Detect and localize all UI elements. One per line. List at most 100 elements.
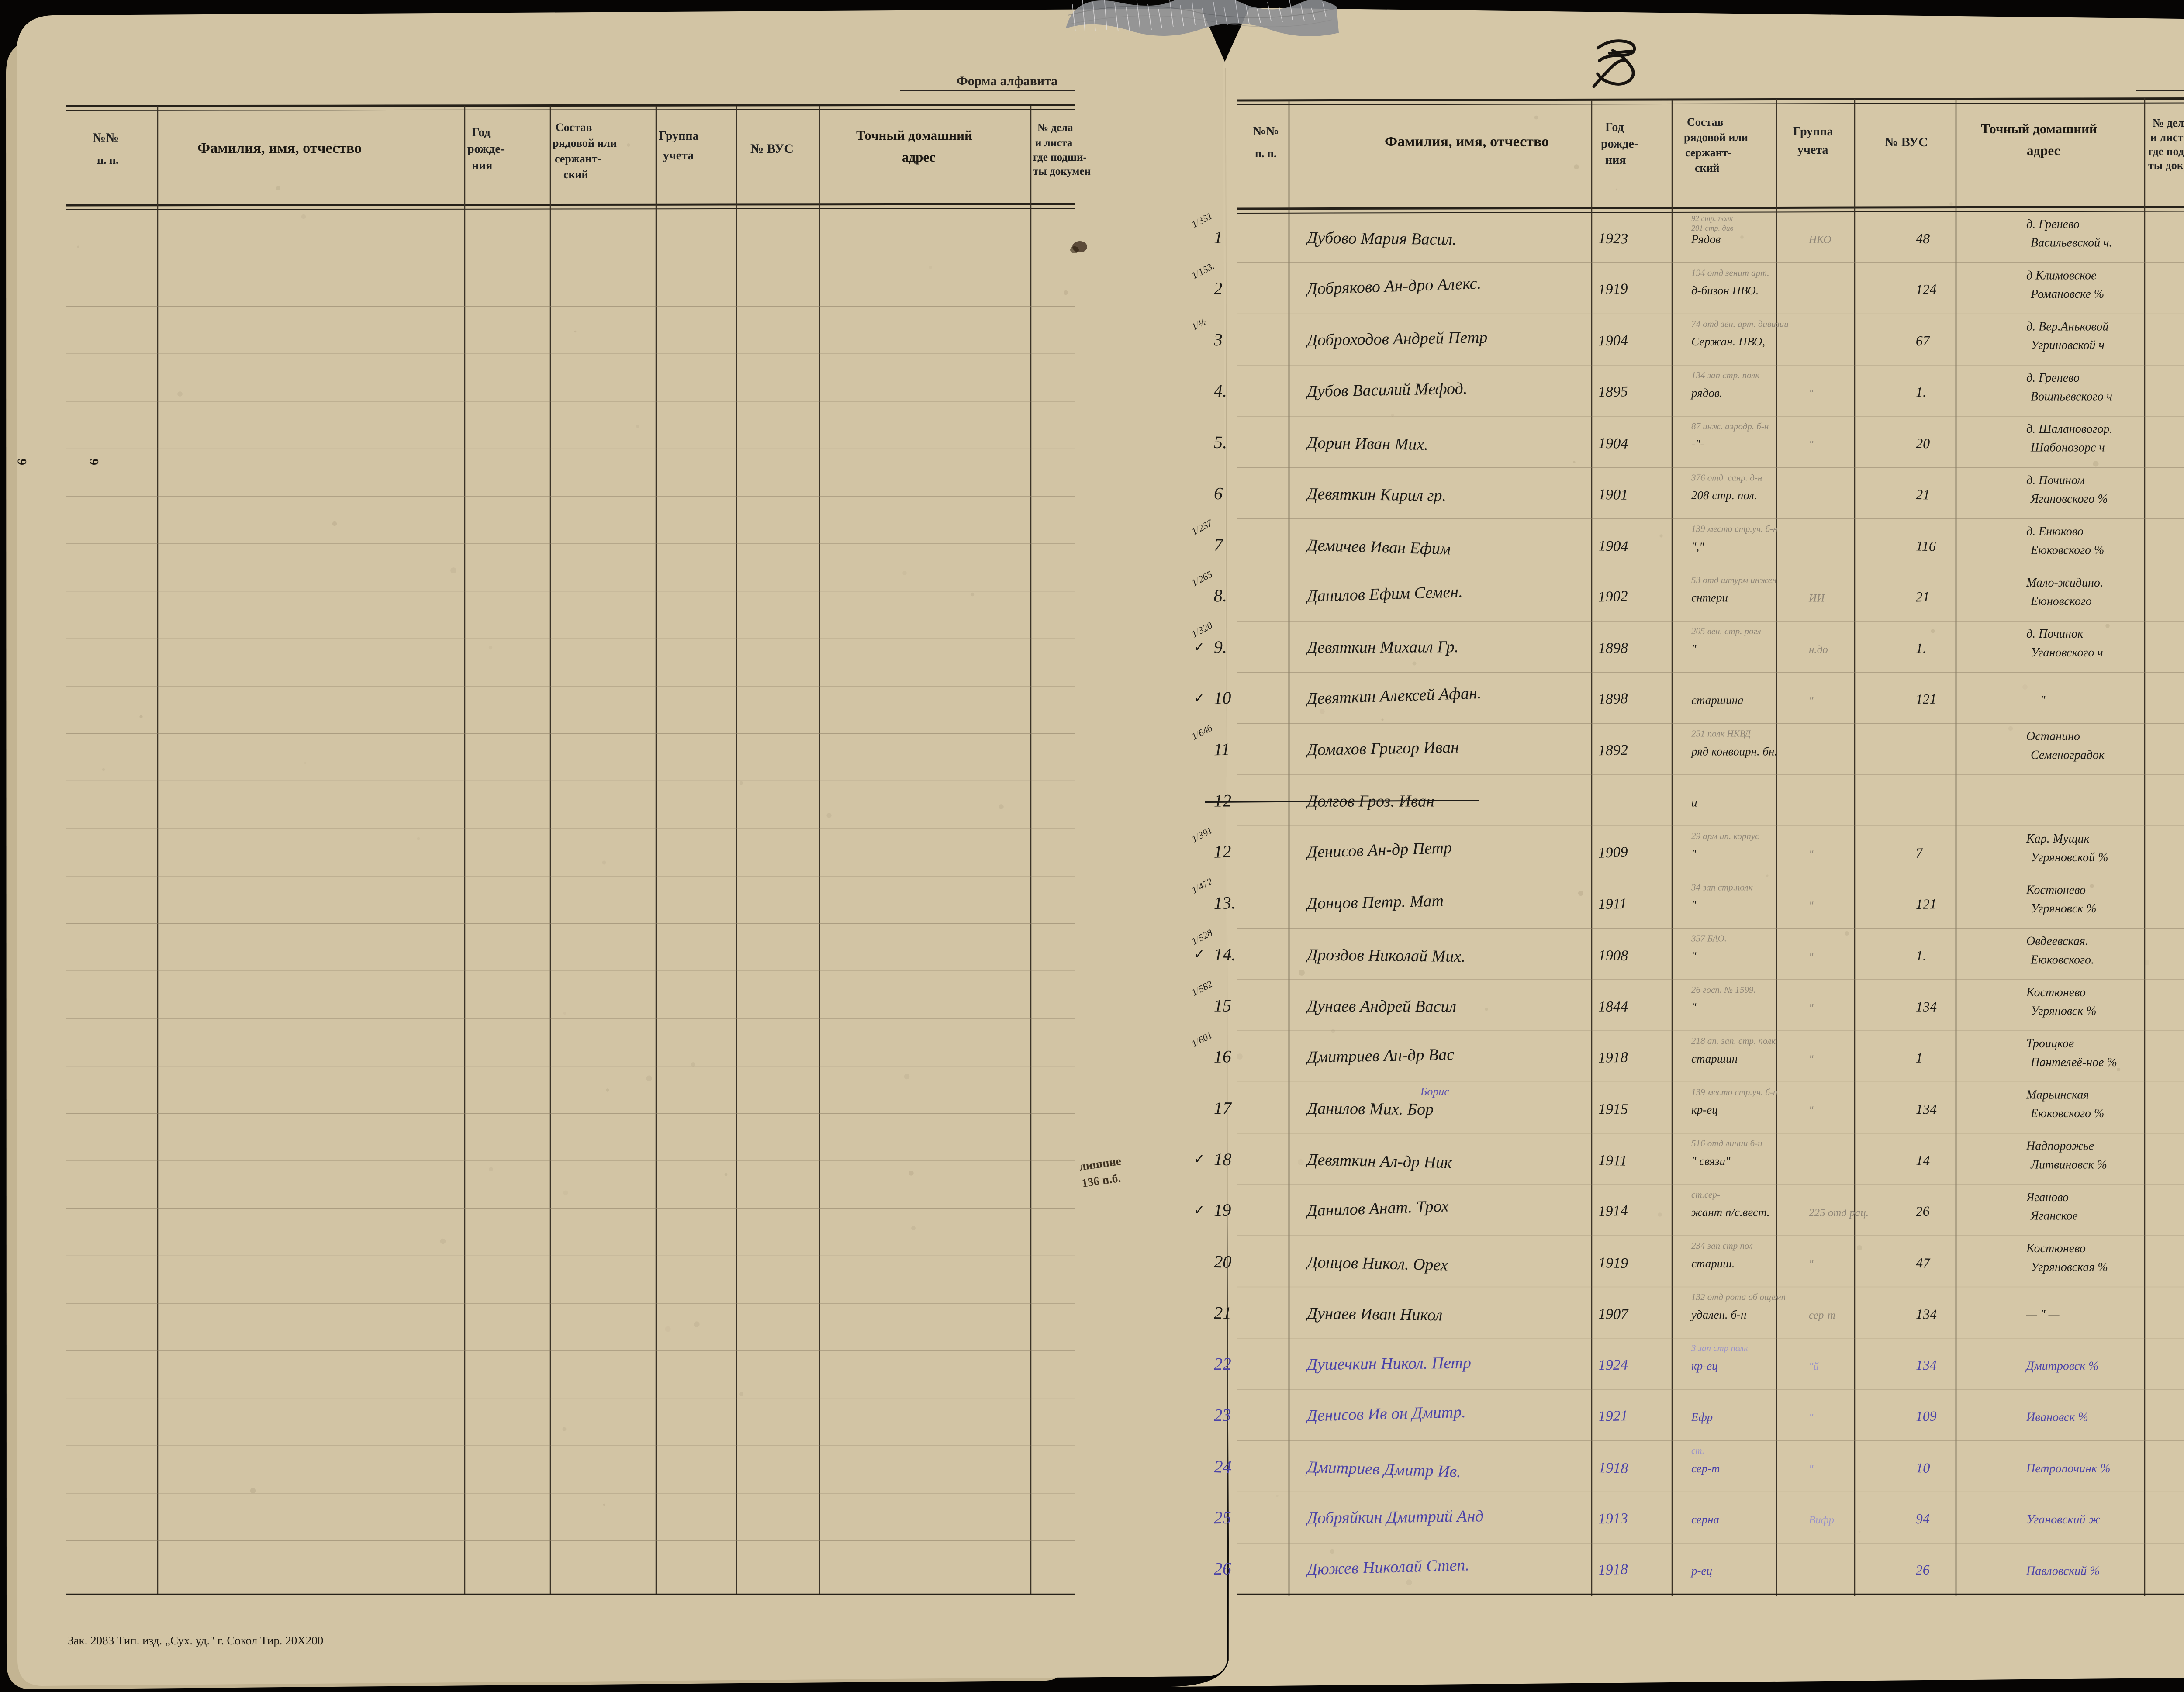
svg-text:Васильевской ч.: Васильевской ч. <box>2031 236 2112 250</box>
svg-text:Еюковского.: Еюковского. <box>2030 953 2094 967</box>
svg-text:1: 1 <box>1214 228 1223 247</box>
svg-text:1904: 1904 <box>1598 538 1628 555</box>
svg-text:1911: 1911 <box>1598 896 1627 912</box>
svg-text:218 ап. зап. стр. полк: 218 ап. зап. стр. полк <box>1691 1036 1776 1046</box>
svg-text:1919: 1919 <box>1598 281 1628 298</box>
svg-text:"й: "й <box>1809 1361 1819 1372</box>
svg-text:д. Починок: д. Починок <box>2026 627 2084 641</box>
svg-text:Пантелеё-ное %: Пантелеё-ное % <box>2030 1056 2117 1069</box>
svg-text:124: 124 <box>1915 281 1937 297</box>
svg-text:Дунаев Иван Никол: Дунаев Иван Никол <box>1306 1304 1443 1324</box>
svg-text:1921: 1921 <box>1598 1408 1628 1425</box>
svg-text:Дунаев Андрей Васил: Дунаев Андрей Васил <box>1306 997 1456 1016</box>
svg-text:": " <box>1809 849 1814 860</box>
svg-text:14.: 14. <box>1214 944 1236 964</box>
svg-text:удален. б-н: удален. б-н <box>1690 1308 1746 1321</box>
svg-text:Марьинская: Марьинская <box>2026 1088 2089 1102</box>
svg-text:✓: ✓ <box>1194 947 1205 961</box>
svg-text:3 зап стр полк: 3 зап стр полк <box>1691 1343 1748 1354</box>
svg-text:26 госп. № 1599.: 26 госп. № 1599. <box>1691 984 1756 995</box>
svg-text:кр-ец: кр-ец <box>1691 1103 1718 1116</box>
svg-text:Останино: Останино <box>2026 730 2080 743</box>
svg-text:139 место стр.уч. б-н: 139 место стр.уч. б-н <box>1691 1087 1777 1097</box>
svg-text:Угряновск %: Угряновск % <box>2031 1005 2097 1018</box>
svg-text:Еюковского %: Еюковского % <box>2030 1107 2104 1120</box>
svg-text:1902: 1902 <box>1598 588 1628 605</box>
svg-text:ский: ский <box>563 168 588 181</box>
svg-text:134: 134 <box>1916 1357 1937 1373</box>
svg-text:Костюнево: Костюнево <box>2026 883 2086 897</box>
svg-text:Петропочинк %: Петропочинк % <box>2026 1462 2110 1475</box>
svg-text:94: 94 <box>1916 1511 1930 1526</box>
svg-text:47: 47 <box>1916 1255 1931 1271</box>
svg-text:26: 26 <box>1915 1203 1930 1219</box>
svg-text:": " <box>1691 950 1697 963</box>
svg-text:1924: 1924 <box>1598 1357 1628 1374</box>
svg-text:201 стр. див: 201 стр. див <box>1691 224 1734 232</box>
svg-text:Точный домашний: Точный домашний <box>1981 121 2097 136</box>
svg-text:сержант-: сержант- <box>1685 146 1731 159</box>
svg-text:18: 18 <box>1214 1149 1232 1169</box>
svg-text:": " <box>1809 1463 1814 1475</box>
svg-text:✓: ✓ <box>1194 691 1205 705</box>
svg-text:Группа: Группа <box>1793 125 1833 138</box>
svg-text:16: 16 <box>1213 1046 1231 1067</box>
svg-text:Рядов: Рядов <box>1691 233 1721 246</box>
svg-text:ты докумен.: ты докумен. <box>2148 159 2184 172</box>
svg-text:№ ВУС: № ВУС <box>750 142 794 156</box>
svg-text:рядовой или: рядовой или <box>1684 131 1748 144</box>
svg-text:26: 26 <box>1213 1558 1231 1578</box>
svg-text:Донцов Петр. Мат: Донцов Петр. Мат <box>1305 892 1444 913</box>
svg-text:стариш.: стариш. <box>1691 1257 1735 1270</box>
svg-text:Девяткин Ал-др Ник: Девяткин Ал-др Ник <box>1306 1150 1453 1172</box>
svg-text:Романовске %: Романовске % <box>2030 287 2104 301</box>
svg-text:Кар. Мущик: Кар. Мущик <box>2026 832 2090 846</box>
svg-text:Фамилия, имя, отчество: Фамилия, имя, отчество <box>1385 134 1549 150</box>
svg-text:Дорин Иван Мих.: Дорин Иван Мих. <box>1306 434 1428 454</box>
svg-text:1898: 1898 <box>1598 640 1628 656</box>
svg-text:ния: ния <box>472 159 492 173</box>
svg-text:12: 12 <box>1213 842 1231 862</box>
svg-text:рожде-: рожде- <box>1601 137 1638 151</box>
svg-text:376 отд. санр. д-н: 376 отд. санр. д-н <box>1691 472 1762 483</box>
svg-text:адрес: адрес <box>902 149 935 165</box>
svg-text:Костюнево: Костюнево <box>2026 986 2086 999</box>
svg-text:ния: ния <box>1605 153 1626 167</box>
svg-text:139 место стр.уч. б-н: 139 место стр.уч. б-н <box>1691 524 1777 534</box>
svg-text:1915: 1915 <box>1598 1101 1628 1117</box>
svg-text:8.: 8. <box>1213 586 1227 606</box>
svg-text:516 отд линии б-н: 516 отд линии б-н <box>1691 1138 1762 1149</box>
svg-text:сержант-: сержант- <box>555 152 601 165</box>
svg-text:ский: ский <box>1695 162 1720 174</box>
svg-text:1898: 1898 <box>1598 691 1628 708</box>
svg-text:Борис: Борис <box>1420 1085 1449 1098</box>
svg-text:Точный домашний: Точный домашний <box>856 128 972 143</box>
svg-text:д Климовское: д Климовское <box>2026 269 2097 282</box>
svg-text:Форма алфавита: Форма алфавита <box>957 74 1057 88</box>
svg-text:Еюновского: Еюновского <box>2030 595 2092 608</box>
svg-text:6: 6 <box>1214 483 1223 503</box>
svg-text:21: 21 <box>1214 1303 1232 1323</box>
svg-text:134 зап стр. полк: 134 зап стр. полк <box>1691 370 1759 380</box>
svg-text:10: 10 <box>1916 1460 1930 1476</box>
svg-text:рожде-: рожде- <box>467 142 505 156</box>
svg-text:23: 23 <box>1213 1405 1231 1425</box>
svg-text:34 зап стр.полк: 34 зап стр.полк <box>1691 882 1753 892</box>
svg-text:НКО: НКО <box>1808 234 1832 246</box>
svg-text:-"-: -"- <box>1691 438 1704 451</box>
svg-text:ст.: ст. <box>1691 1445 1704 1456</box>
svg-text:": " <box>1809 695 1814 707</box>
svg-text:1907: 1907 <box>1598 1306 1629 1323</box>
svg-text:Состав: Состав <box>556 121 592 134</box>
svg-text:№ ВУС: № ВУС <box>1885 135 1928 149</box>
svg-text:сер-т: сер-т <box>1809 1309 1835 1321</box>
svg-text:194 отд зенит арт.: 194 отд зенит арт. <box>1691 267 1769 278</box>
svg-text:225 отд рац.: 225 отд рац. <box>1809 1207 1869 1219</box>
svg-text:": " <box>1809 1053 1814 1065</box>
svg-text:Вифр: Вифр <box>1809 1514 1834 1526</box>
svg-text:и листа: и листа <box>1035 137 1073 149</box>
svg-text:4.: 4. <box>1213 381 1227 401</box>
svg-text:д. Гренево: д. Гренево <box>2026 371 2080 385</box>
svg-text:121: 121 <box>1915 896 1937 912</box>
svg-text:ты докумен: ты докумен <box>1033 166 1091 177</box>
